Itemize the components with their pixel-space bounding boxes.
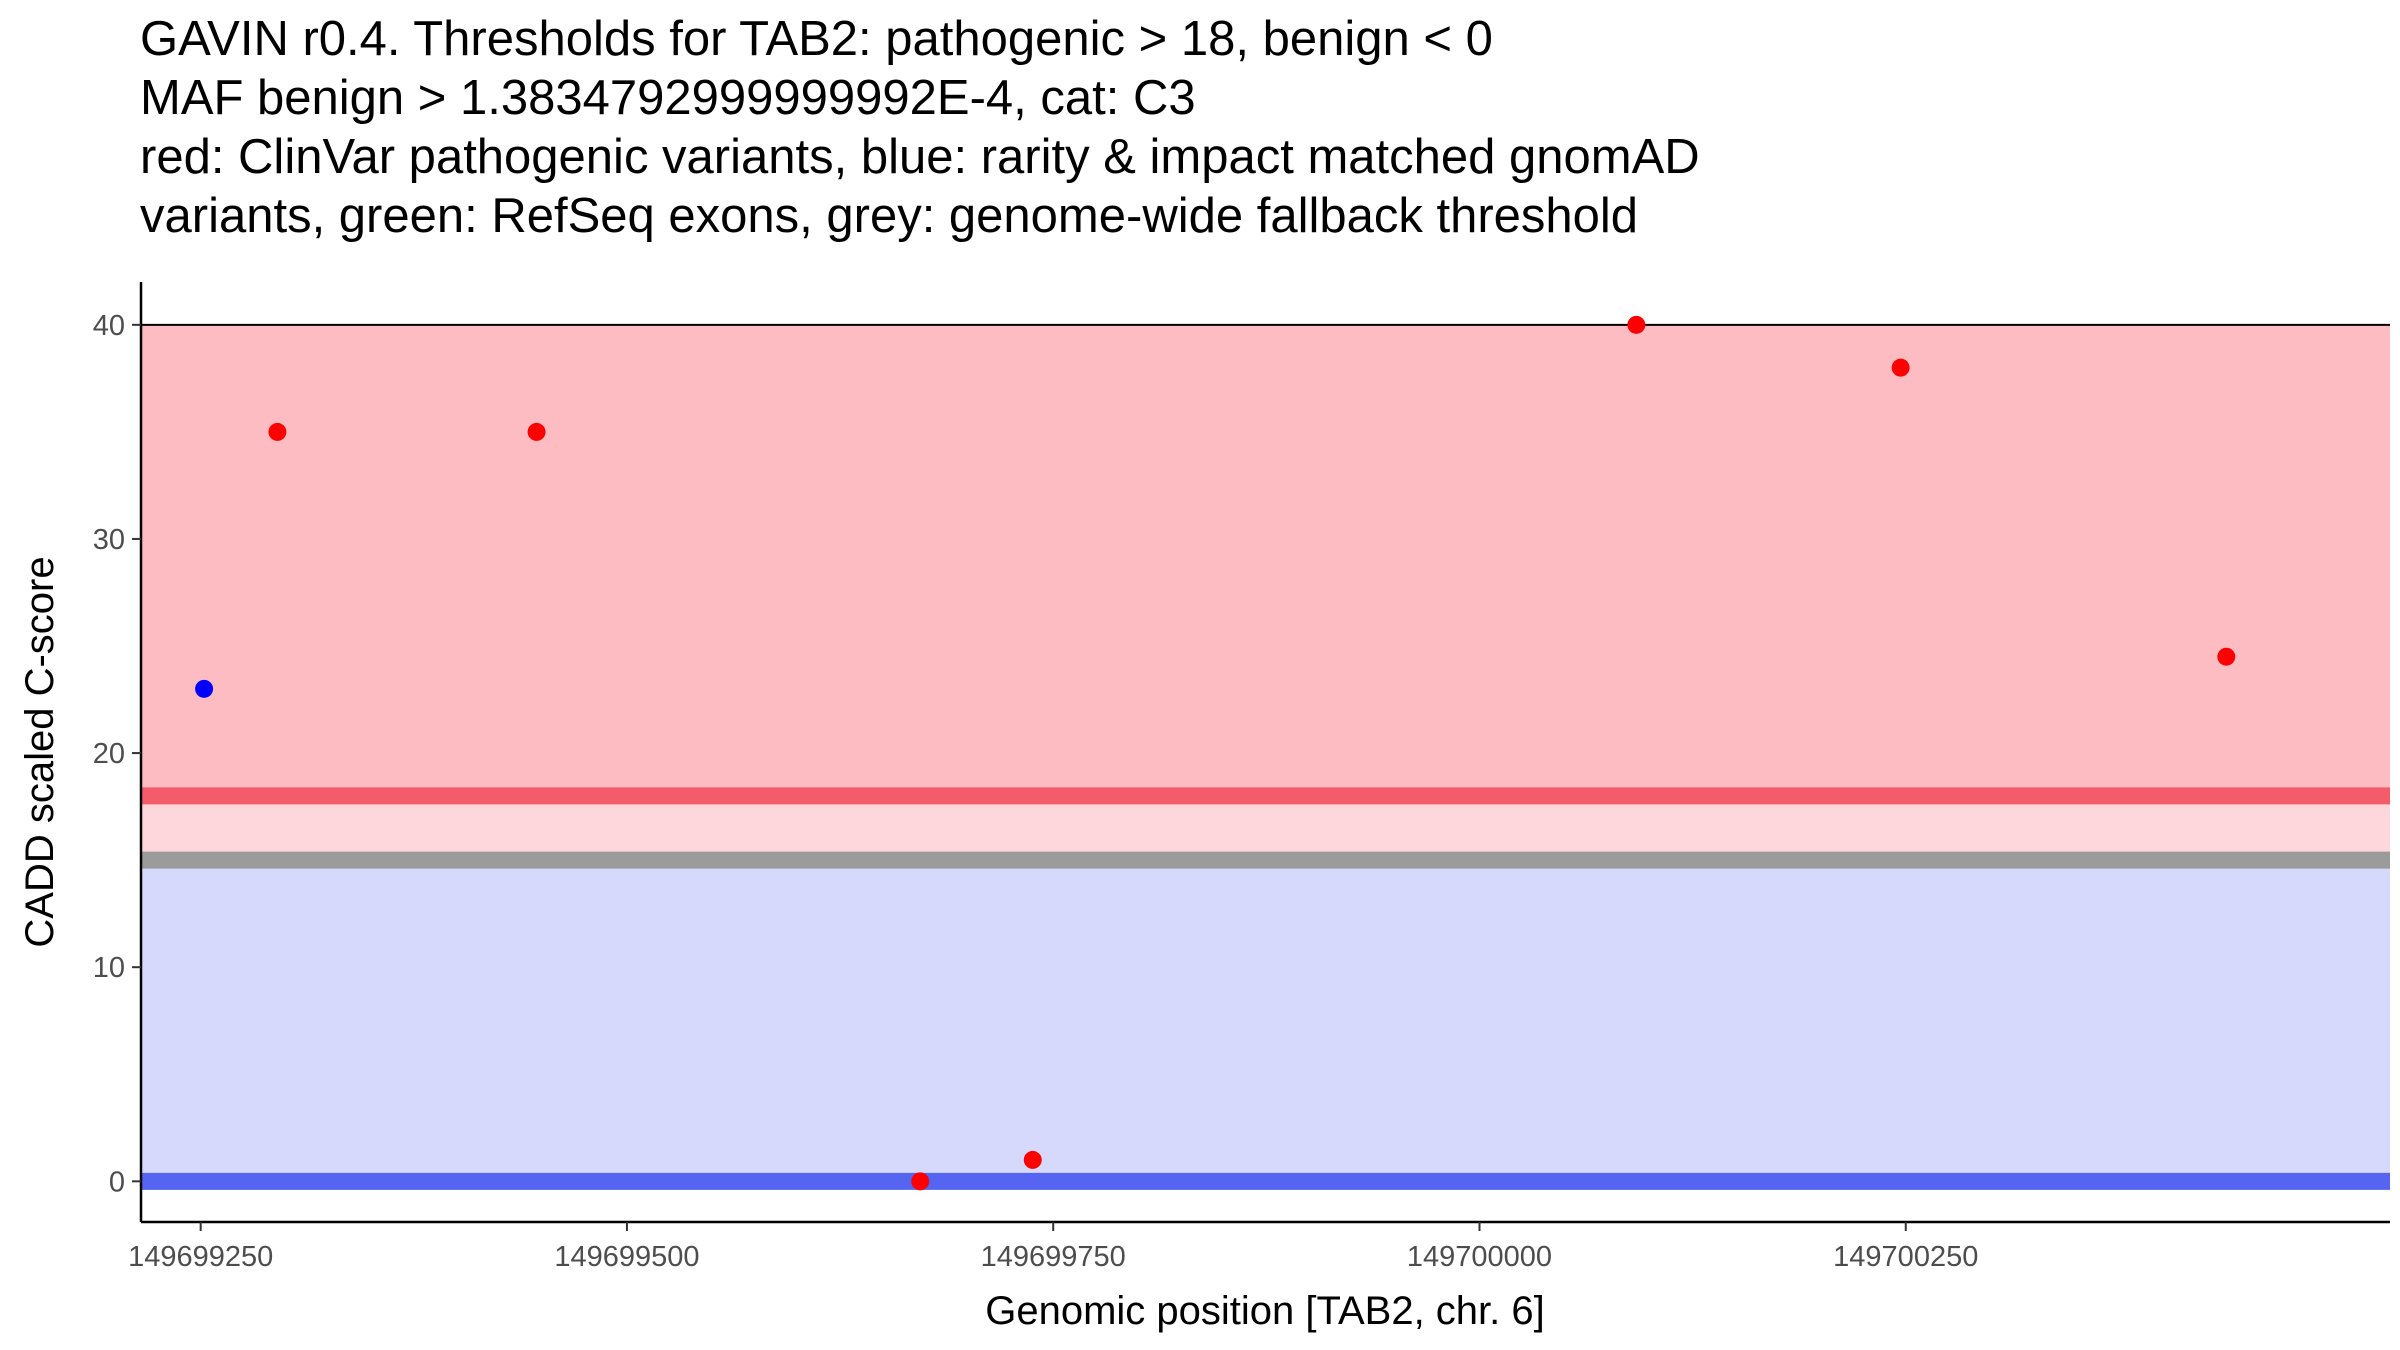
y-tick-label: 20: [93, 738, 125, 770]
data-points: [195, 315, 2236, 1191]
title-line-2: MAF benign > 1.3834792999999992E-4, cat:…: [140, 71, 1196, 125]
x-tick-label: 149699250: [128, 1241, 273, 1273]
y-tick-label: 40: [93, 310, 125, 342]
intermediate-region: [141, 795, 2390, 861]
x-tick-label: 149700000: [1407, 1241, 1552, 1273]
x-tick-label: 149699750: [981, 1241, 1126, 1273]
threshold-regions: [141, 324, 2390, 1182]
axis-ticks: 0 10 20 30 40 149699250 149699500 149699750 1497…: [93, 310, 1979, 1273]
clinvar-variant-point: [268, 422, 287, 441]
clinvar-variant-point: [1891, 358, 1910, 377]
pathogenic-region: [141, 324, 2390, 796]
y-tick-label: 0: [109, 1166, 125, 1198]
title-line-3: red: ClinVar pathogenic variants, blue: …: [140, 130, 1700, 184]
clinvar-variant-point: [911, 1172, 930, 1191]
axes: [139, 282, 2390, 1224]
chart-title: GAVIN r0.4. Thresholds for TAB2: pathoge…: [140, 10, 1700, 246]
y-tick-label: 10: [93, 952, 125, 984]
x-tick-label: 149699500: [554, 1241, 699, 1273]
x-tick-label: 149700250: [1833, 1241, 1978, 1273]
y-tick-label: 30: [93, 524, 125, 556]
clinvar-variant-point: [527, 422, 546, 441]
threshold-lines: [141, 323, 2390, 1190]
y-axis-title: CADD scaled C-score: [18, 556, 62, 947]
x-axis-title: Genomic position [TAB2, chr. 6]: [985, 1289, 1545, 1333]
benign-region: [141, 860, 2390, 1182]
clinvar-variant-point: [2217, 647, 2236, 666]
clinvar-variant-point: [1023, 1150, 1042, 1169]
title-line-1: GAVIN r0.4. Thresholds for TAB2: pathoge…: [140, 12, 1493, 66]
clinvar-variant-point: [1627, 315, 1646, 334]
gnomad-variant-point: [195, 679, 214, 698]
title-line-4: variants, green: RefSeq exons, grey: gen…: [140, 189, 1639, 243]
